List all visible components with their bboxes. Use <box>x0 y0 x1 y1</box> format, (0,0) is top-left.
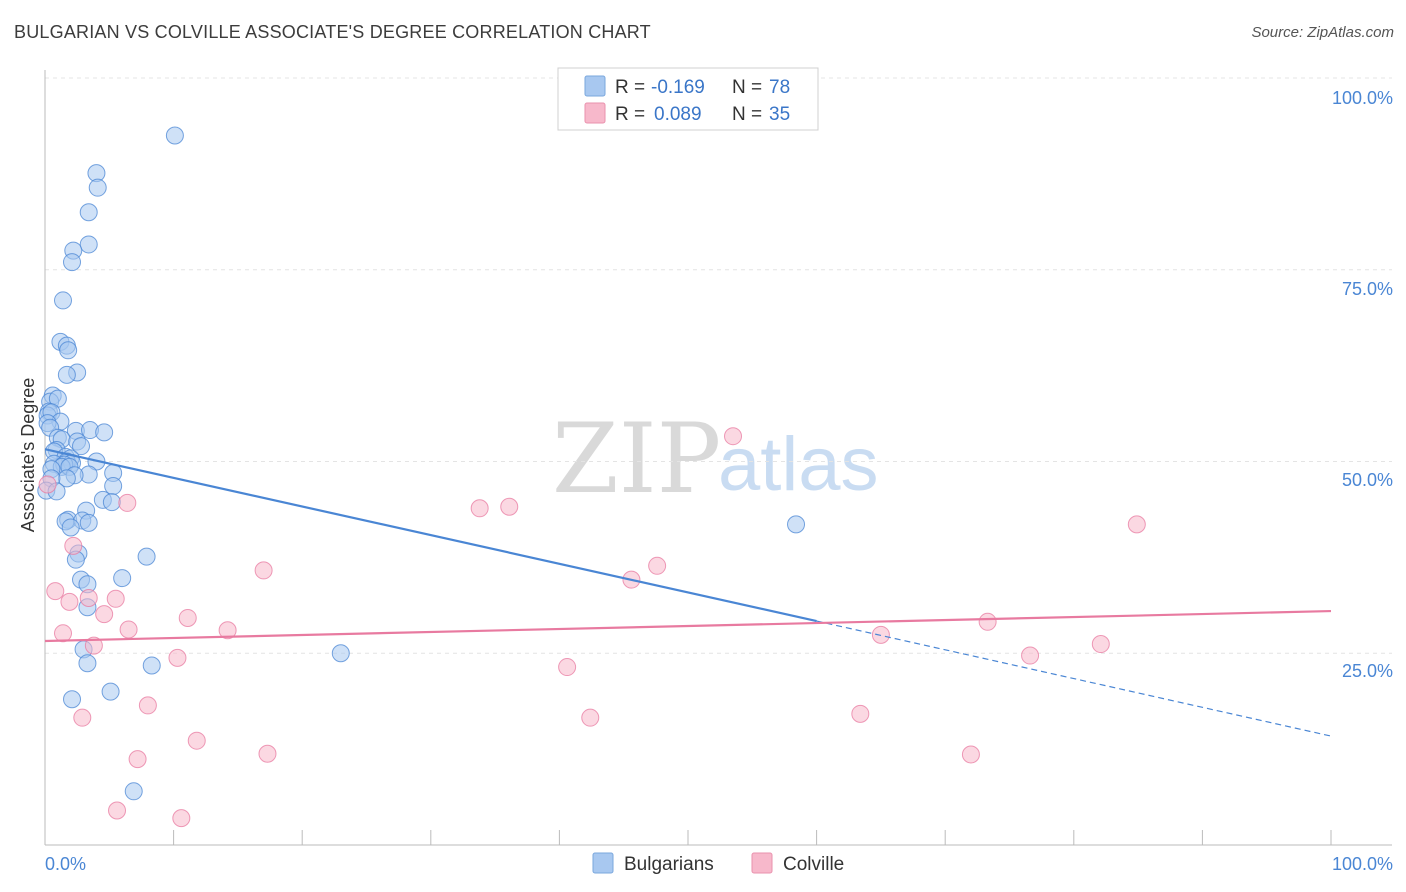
point-bulgarians-57 <box>787 515 806 534</box>
data-points <box>37 126 1146 828</box>
point-bulgarians-12 <box>57 365 76 384</box>
point-colville-12 <box>79 589 98 608</box>
legend-swatch-bulgarians <box>584 75 606 97</box>
bottom-legend-label-colville: Colville <box>783 854 844 875</box>
chart-title: BULGARIAN VS COLVILLE ASSOCIATE'S DEGREE… <box>14 22 651 42</box>
point-bulgarians-7 <box>54 291 73 310</box>
point-colville-14 <box>95 605 114 624</box>
legend-r-value-bulgarians: -0.169 <box>651 77 705 98</box>
point-colville-23 <box>1021 646 1040 665</box>
point-bulgarians-6 <box>63 253 82 272</box>
point-colville-6 <box>64 536 83 555</box>
point-bulgarians-70 <box>63 690 82 709</box>
x-tick-label-max: 100.0% <box>1332 854 1393 874</box>
watermark-zip: ZIP <box>552 403 721 515</box>
legend-r-value-colville: 0.089 <box>654 104 702 125</box>
point-colville-22 <box>1091 635 1110 654</box>
watermark-atlas: atlas <box>718 422 879 507</box>
point-bulgarians-0 <box>165 126 184 145</box>
point-colville-29 <box>851 704 870 723</box>
point-colville-5 <box>1127 515 1146 534</box>
point-colville-33 <box>128 750 147 769</box>
point-bulgarians-50 <box>102 493 121 512</box>
point-colville-31 <box>258 744 277 763</box>
point-bulgarians-71 <box>124 782 143 801</box>
y-tick-label-25: 25.0% <box>1342 661 1393 681</box>
stats-legend: R = -0.169 N = 78 R = 0.089 N = 35 <box>557 67 819 131</box>
point-colville-7 <box>254 561 273 580</box>
y-tick-label-100: 100.0% <box>1332 88 1393 108</box>
point-colville-2 <box>118 493 137 512</box>
point-bulgarians-2 <box>88 178 107 197</box>
point-colville-17 <box>119 620 138 639</box>
point-bulgarians-69 <box>101 682 120 701</box>
point-colville-21 <box>84 636 103 655</box>
point-colville-27 <box>73 708 92 727</box>
point-bulgarians-56 <box>61 518 80 537</box>
point-colville-4 <box>500 497 519 516</box>
trendline-extension-bulgarians <box>816 620 1332 737</box>
legend-swatch-colville <box>584 102 606 124</box>
legend-n-label-bulgarians: N = <box>732 77 762 98</box>
point-colville-18 <box>218 621 237 640</box>
point-colville-26 <box>138 696 157 715</box>
point-bulgarians-61 <box>113 569 132 588</box>
point-colville-1 <box>38 475 57 494</box>
legend-r-label-colville: R = <box>615 104 645 125</box>
series-bulgarians <box>37 126 806 801</box>
bottom-legend-swatch-colville <box>751 852 773 874</box>
point-bulgarians-3 <box>79 203 98 222</box>
x-tick-label-min: 0.0% <box>45 854 86 874</box>
point-colville-30 <box>187 731 206 750</box>
point-colville-25 <box>558 658 577 677</box>
point-colville-35 <box>172 809 191 828</box>
point-colville-10 <box>46 582 65 601</box>
point-bulgarians-10 <box>59 341 78 360</box>
point-bulgarians-28 <box>72 437 91 456</box>
point-colville-19 <box>54 624 73 643</box>
point-colville-3 <box>470 499 489 518</box>
source-credit: Source: ZipAtlas.com <box>1251 24 1394 41</box>
x-axis-ticks <box>44 830 1332 845</box>
bottom-legend-swatch-bulgarians <box>592 852 614 874</box>
point-bulgarians-68 <box>142 656 161 675</box>
point-bulgarians-66 <box>331 644 350 663</box>
point-colville-15 <box>178 608 197 627</box>
y-tick-label-50: 50.0% <box>1342 470 1393 490</box>
point-colville-11 <box>60 592 79 611</box>
point-colville-32 <box>961 745 980 764</box>
point-bulgarians-55 <box>79 513 98 532</box>
point-bulgarians-4 <box>79 235 98 254</box>
watermark: ZIP atlas <box>552 403 879 515</box>
point-bulgarians-24 <box>95 423 114 442</box>
point-colville-28 <box>581 708 600 727</box>
bottom-legend-label-bulgarians: Bulgarians <box>624 854 714 875</box>
series-colville <box>38 427 1146 828</box>
point-colville-8 <box>648 556 667 575</box>
trendline-colville <box>44 609 1332 643</box>
point-colville-24 <box>168 648 187 667</box>
trendline-bulgarians <box>44 448 817 623</box>
legend-n-label-colville: N = <box>732 104 762 125</box>
point-colville-0 <box>724 427 743 446</box>
y-axis-title: Associate's Degree <box>18 378 38 533</box>
y-tick-label-75: 75.0% <box>1342 279 1393 299</box>
legend-n-value-bulgarians: 78 <box>769 77 790 98</box>
point-colville-13 <box>106 589 125 608</box>
point-colville-34 <box>108 801 127 820</box>
legend-n-value-colville: 35 <box>769 104 790 125</box>
series-legend: Bulgarians Colville <box>592 852 844 875</box>
trendlines <box>44 448 1332 737</box>
legend-r-label-bulgarians: R = <box>615 77 645 98</box>
point-colville-16 <box>978 612 997 631</box>
point-bulgarians-59 <box>137 547 156 566</box>
gridlines <box>45 77 1392 654</box>
point-bulgarians-67 <box>78 654 97 673</box>
